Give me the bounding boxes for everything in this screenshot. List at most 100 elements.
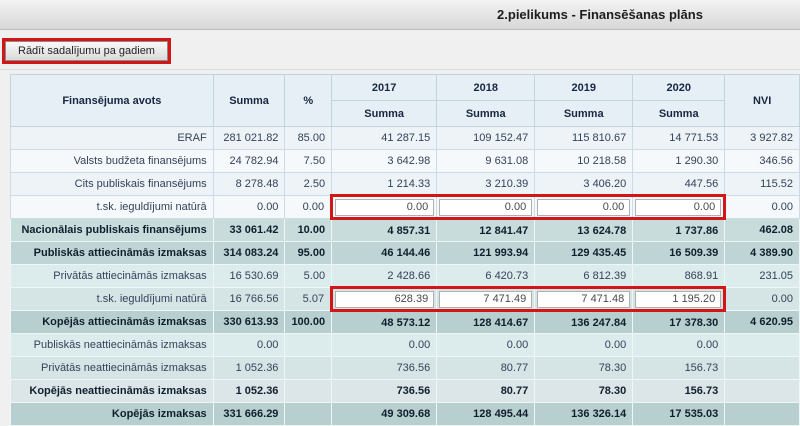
cell-2017: 736.56 bbox=[331, 379, 438, 403]
cell-2020: 156.73 bbox=[632, 356, 726, 380]
row-label: Nacionālais publiskais finansējums bbox=[10, 218, 214, 242]
table-row-public-ineligible: Publiskās neattiecināmās izmaksas 0.00 0… bbox=[10, 333, 800, 357]
cell-summa: 314 083.24 bbox=[212, 241, 286, 265]
cell-2017: 41 287.15 bbox=[331, 126, 438, 150]
cell-2020: 1 737.86 bbox=[632, 218, 726, 242]
col-header-year-2019: 2019 bbox=[534, 74, 634, 101]
amount-input-2020[interactable] bbox=[635, 198, 722, 216]
amount-input-2018[interactable] bbox=[439, 290, 533, 308]
cell-summa: 24 782.94 bbox=[212, 149, 286, 173]
cell-2017: 4 857.31 bbox=[331, 218, 438, 242]
subheader-summa-2017: Summa bbox=[331, 100, 438, 127]
financing-plan-table-container: Finansējuma avots Summa % 2017 2018 2019… bbox=[0, 70, 800, 426]
header-row-top: Finansējuma avots Summa % 2017 2018 2019… bbox=[10, 74, 800, 127]
cell-percent: 5.00 bbox=[284, 264, 333, 288]
row-label: Privātās neattiecināmās izmaksas bbox=[10, 356, 214, 380]
cell-2019: 13 624.78 bbox=[534, 218, 634, 242]
cell-2019: 78.30 bbox=[534, 379, 634, 403]
cell-2017: 46 144.46 bbox=[331, 241, 438, 265]
cell-nvi: 0.00 bbox=[724, 287, 800, 311]
cell-2020: 16 509.39 bbox=[632, 241, 726, 265]
cell-2020: 868.91 bbox=[632, 264, 726, 288]
financing-plan-table: Finansējuma avots Summa % 2017 2018 2019… bbox=[10, 74, 800, 426]
cell-nvi: 346.56 bbox=[724, 149, 800, 173]
cell-2018: 121 993.94 bbox=[436, 241, 536, 265]
cell-2018: 3 210.39 bbox=[436, 172, 536, 196]
row-label: Privātās attiecināmās izmaksas bbox=[10, 264, 214, 288]
cell-2017: 48 573.12 bbox=[331, 310, 438, 334]
row-label: Kopējās neattiecināmās izmaksas bbox=[10, 379, 214, 403]
cell-2018: 80.77 bbox=[436, 356, 536, 380]
table-row-national-public: Nacionālais publiskais finansējums 33 06… bbox=[10, 218, 800, 242]
cell-percent bbox=[284, 333, 333, 357]
cell-2018: 0.00 bbox=[436, 333, 536, 357]
page-title: 2.pielikums - Finansēšanas plāns bbox=[497, 7, 703, 22]
table-row-eraf: ERAF 281 021.82 85.00 41 287.15 109 152.… bbox=[10, 126, 800, 150]
toolbar: Rādīt sadalījumu pa gadiem bbox=[0, 30, 800, 70]
cell-2019: 78.30 bbox=[534, 356, 634, 380]
cell-summa: 0.00 bbox=[212, 195, 286, 219]
cell-percent: 5.07 bbox=[284, 287, 333, 311]
subheader-summa-2020: Summa bbox=[632, 100, 726, 127]
highlighted-cell-2018 bbox=[436, 286, 536, 312]
table-row-total-costs: Kopējās izmaksas 331 666.29 49 309.68 12… bbox=[10, 402, 800, 426]
cell-nvi bbox=[724, 356, 800, 380]
cell-2020: 0.00 bbox=[632, 333, 726, 357]
row-label: t.sk. ieguldījumi natūrā bbox=[10, 287, 214, 311]
table-row-total-eligible: Kopējās attiecināmās izmaksas 330 613.93… bbox=[10, 310, 800, 334]
cell-2020: 156.73 bbox=[632, 379, 726, 403]
cell-2019: 10 218.58 bbox=[534, 149, 634, 173]
cell-summa: 33 061.42 bbox=[212, 218, 286, 242]
cell-nvi: 462.08 bbox=[724, 218, 800, 242]
cell-percent bbox=[284, 379, 333, 403]
highlighted-cell-2017 bbox=[330, 286, 438, 312]
row-label: Kopējās izmaksas bbox=[10, 402, 214, 426]
cell-nvi bbox=[724, 379, 800, 403]
row-label: Valsts budžeta finansējums bbox=[10, 149, 214, 173]
cell-summa: 330 613.93 bbox=[212, 310, 286, 334]
cell-percent: 7.50 bbox=[284, 149, 333, 173]
cell-2020: 447.56 bbox=[632, 172, 726, 196]
amount-input-2020[interactable] bbox=[635, 290, 722, 308]
table-row-state-budget: Valsts budžeta finansējums 24 782.94 7.5… bbox=[10, 149, 800, 173]
highlighted-cell-2020 bbox=[632, 194, 727, 220]
cell-percent: 85.00 bbox=[284, 126, 333, 150]
cell-percent: 100.00 bbox=[284, 310, 333, 334]
cell-2017: 2 428.66 bbox=[331, 264, 438, 288]
row-label: t.sk. ieguldījumi natūrā bbox=[10, 195, 214, 219]
cell-2018: 109 152.47 bbox=[436, 126, 536, 150]
table-row-total-ineligible: Kopējās neattiecināmās izmaksas 1 052.36… bbox=[10, 379, 800, 403]
cell-2019: 136 247.84 bbox=[534, 310, 634, 334]
cell-percent: 95.00 bbox=[284, 241, 333, 265]
table-row-private-ineligible: Privātās neattiecināmās izmaksas 1 052.3… bbox=[10, 356, 800, 380]
row-label: Cits publiskais finansējums bbox=[10, 172, 214, 196]
cell-nvi: 4 620.95 bbox=[724, 310, 800, 334]
cell-2019: 6 812.39 bbox=[534, 264, 634, 288]
amount-input-2017[interactable] bbox=[335, 198, 435, 216]
cell-2018: 12 841.47 bbox=[436, 218, 536, 242]
cell-summa: 1 052.36 bbox=[212, 356, 286, 380]
amount-input-2019[interactable] bbox=[537, 290, 631, 308]
amount-input-2018[interactable] bbox=[439, 198, 533, 216]
highlighted-cell-2020 bbox=[632, 286, 727, 312]
table-row-public-eligible: Publiskās attiecināmās izmaksas 314 083.… bbox=[10, 241, 800, 265]
cell-2018: 80.77 bbox=[436, 379, 536, 403]
cell-2017: 49 309.68 bbox=[331, 402, 438, 426]
header-row-sub: Summa Summa Summa Summa bbox=[11, 100, 800, 127]
col-header-percent: % bbox=[284, 74, 333, 127]
cell-nvi: 3 927.82 bbox=[724, 126, 800, 150]
col-header-source: Finansējuma avots bbox=[10, 74, 214, 127]
amount-input-2019[interactable] bbox=[537, 198, 631, 216]
cell-2017: 3 642.98 bbox=[331, 149, 438, 173]
col-header-year-2018: 2018 bbox=[436, 74, 536, 101]
cell-nvi: 231.05 bbox=[724, 264, 800, 288]
show-breakdown-by-years-button[interactable]: Rādīt sadalījumu pa gadiem bbox=[5, 41, 168, 61]
cell-2019: 129 435.45 bbox=[534, 241, 634, 265]
cell-2019: 136 326.14 bbox=[534, 402, 634, 426]
amount-input-2017[interactable] bbox=[335, 290, 435, 308]
col-header-year-2020: 2020 bbox=[632, 74, 726, 101]
cell-summa: 0.00 bbox=[212, 333, 286, 357]
cell-2019: 0.00 bbox=[534, 333, 634, 357]
table-row-private-eligible: Privātās attiecināmās izmaksas 16 530.69… bbox=[10, 264, 800, 288]
highlighted-cell-2018 bbox=[436, 194, 536, 220]
